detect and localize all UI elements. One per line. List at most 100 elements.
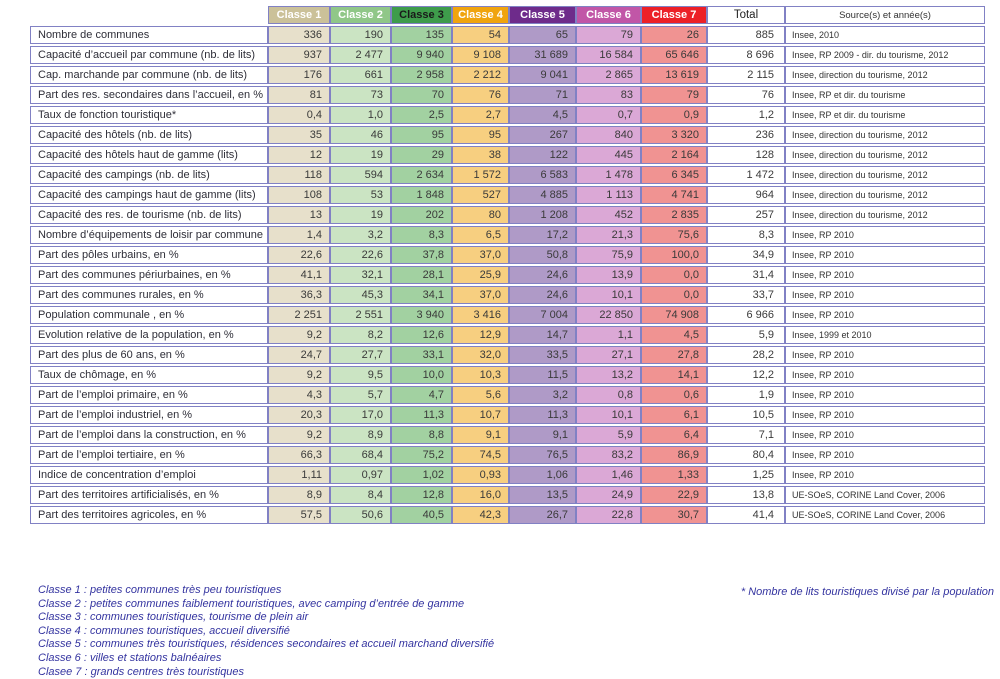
- total-cell: 5,9: [707, 326, 785, 344]
- total-cell: 8 696: [707, 46, 785, 64]
- value-cell-c7: 86,9: [641, 446, 707, 464]
- value-cell-c4: 2 212: [452, 66, 509, 84]
- value-cell-c6: 27,1: [576, 346, 641, 364]
- value-cell-c1: 118: [268, 166, 330, 184]
- table-row: Part de l’emploi dans la construction, e…: [30, 426, 985, 444]
- value-cell-c7: 6,4: [641, 426, 707, 444]
- value-cell-c3: 75,2: [391, 446, 452, 464]
- value-cell-c4: 54: [452, 26, 509, 44]
- table-row: Part des communes rurales, en % 36,3 45,3 3…: [30, 286, 985, 304]
- value-cell-c4: 12,9: [452, 326, 509, 344]
- value-cell-c5: 7 004: [509, 306, 576, 324]
- value-cell-c7: 2 835: [641, 206, 707, 224]
- column-header-c4: Classe 4: [452, 6, 509, 24]
- value-cell-c2: 5,7: [330, 386, 391, 404]
- value-cell-c2: 0,97: [330, 466, 391, 484]
- value-cell-c1: 2 251: [268, 306, 330, 324]
- value-cell-c7: 0,6: [641, 386, 707, 404]
- value-cell-c3: 28,1: [391, 266, 452, 284]
- value-cell-c7: 6,1: [641, 406, 707, 424]
- source-cell: Insee, RP 2010: [785, 466, 985, 484]
- value-cell-c4: 37,0: [452, 246, 509, 264]
- value-cell-c1: 12: [268, 146, 330, 164]
- column-header-c6: Classe 6: [576, 6, 641, 24]
- value-cell-c7: 26: [641, 26, 707, 44]
- table-row: Part de l’emploi tertiaire, en % 66,3 68,4…: [30, 446, 985, 464]
- value-cell-c6: 21,3: [576, 226, 641, 244]
- value-cell-c1: 9,2: [268, 326, 330, 344]
- value-cell-c4: 76: [452, 86, 509, 104]
- source-cell: Insee, RP 2010: [785, 406, 985, 424]
- value-cell-c3: 95: [391, 126, 452, 144]
- column-header-c1: Classe 1: [268, 6, 330, 24]
- legend-item: Classe 5 : communes très touristiques, r…: [38, 638, 495, 651]
- value-cell-c3: 11,3: [391, 406, 452, 424]
- value-cell-c1: 13: [268, 206, 330, 224]
- value-cell-c4: 3 416: [452, 306, 509, 324]
- value-cell-c2: 9,5: [330, 366, 391, 384]
- value-cell-c7: 4,5: [641, 326, 707, 344]
- row-label: Nombre d’équipements de loisir par commu…: [30, 226, 268, 244]
- row-label: Part des territoires agricoles, en %: [30, 506, 268, 524]
- row-label: Population communale , en %: [30, 306, 268, 324]
- value-cell-c6: 1 478: [576, 166, 641, 184]
- class-legend: Classe 1 : petites communes très peu tou…: [38, 584, 494, 679]
- total-cell: 6 966: [707, 306, 785, 324]
- value-cell-c2: 19: [330, 146, 391, 164]
- value-cell-c5: 26,7: [509, 506, 576, 524]
- value-cell-c5: 267: [509, 126, 576, 144]
- source-cell: UE-SOeS, CORINE Land Cover, 2006: [785, 506, 985, 524]
- source-cell: Insee, RP et dir. du tourisme: [785, 86, 985, 104]
- value-cell-c7: 0,9: [641, 106, 707, 124]
- value-cell-c4: 16,0: [452, 486, 509, 504]
- value-cell-c5: 50,8: [509, 246, 576, 264]
- column-header-c2: Classe 2: [330, 6, 391, 24]
- value-cell-c2: 22,6: [330, 246, 391, 264]
- value-cell-c5: 71: [509, 86, 576, 104]
- total-cell: 10,5: [707, 406, 785, 424]
- table-row: Part des plus de 60 ans, en % 24,7 27,7 33,…: [30, 346, 985, 364]
- value-cell-c6: 5,9: [576, 426, 641, 444]
- table-row: Cap. marchande par commune (nb. de lits)…: [30, 66, 985, 84]
- value-cell-c5: 11,5: [509, 366, 576, 384]
- value-cell-c4: 37,0: [452, 286, 509, 304]
- table-header-row: Classe 1 Classe 2 Classe 3 Classe 4 Classe 5…: [30, 6, 985, 24]
- value-cell-c3: 135: [391, 26, 452, 44]
- total-cell: 80,4: [707, 446, 785, 464]
- row-label: Capacité des campings haut de gamme (lit…: [30, 186, 268, 204]
- value-cell-c3: 34,1: [391, 286, 452, 304]
- value-cell-c5: 4,5: [509, 106, 576, 124]
- value-cell-c7: 13 619: [641, 66, 707, 84]
- value-cell-c6: 83: [576, 86, 641, 104]
- value-cell-c4: 32,0: [452, 346, 509, 364]
- source-cell: Insee, 1999 et 2010: [785, 326, 985, 344]
- table-row: Nombre de communes 336 190 135 54 65 79 26 885 In…: [30, 26, 985, 44]
- value-cell-c7: 74 908: [641, 306, 707, 324]
- value-cell-c7: 14,1: [641, 366, 707, 384]
- value-cell-c5: 24,6: [509, 286, 576, 304]
- row-label: Nombre de communes: [30, 26, 268, 44]
- table-row: Evolution relative de la population, en …: [30, 326, 985, 344]
- value-cell-c5: 9,1: [509, 426, 576, 444]
- value-cell-c2: 68,4: [330, 446, 391, 464]
- row-label: Indice de concentration d’emploi: [30, 466, 268, 484]
- value-cell-c6: 75,9: [576, 246, 641, 264]
- value-cell-c3: 12,6: [391, 326, 452, 344]
- value-cell-c3: 2,5: [391, 106, 452, 124]
- legend-item: Classe 1 : petites communes très peu tou…: [38, 584, 282, 596]
- value-cell-c3: 33,1: [391, 346, 452, 364]
- value-cell-c4: 38: [452, 146, 509, 164]
- source-cell: Insee, RP 2010: [785, 446, 985, 464]
- value-cell-c4: 527: [452, 186, 509, 204]
- value-cell-c6: 2 865: [576, 66, 641, 84]
- table-corner-blank: [30, 6, 268, 24]
- table-row: Capacité des campings (nb. de lits) 118 59…: [30, 166, 985, 184]
- value-cell-c7: 75,6: [641, 226, 707, 244]
- value-cell-c1: 336: [268, 26, 330, 44]
- value-cell-c2: 27,7: [330, 346, 391, 364]
- total-cell: 1,25: [707, 466, 785, 484]
- total-cell: 236: [707, 126, 785, 144]
- source-cell: Insee, RP 2010: [785, 346, 985, 364]
- value-cell-c1: 1,4: [268, 226, 330, 244]
- source-cell: Insee, RP 2010: [785, 266, 985, 284]
